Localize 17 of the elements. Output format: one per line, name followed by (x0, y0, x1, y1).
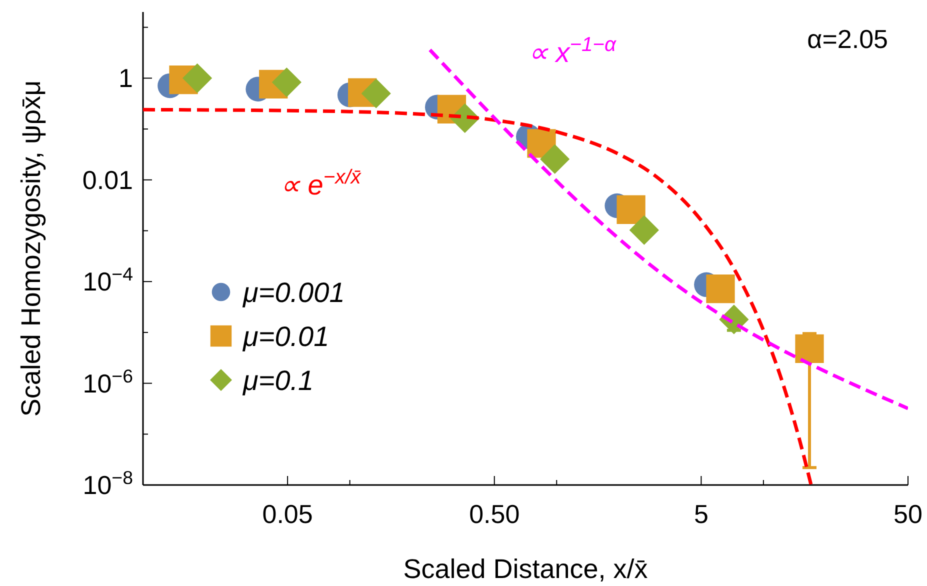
x-axis-title: Scaled Distance, x/x̄ (403, 554, 648, 584)
series-label: ∝ e$^{−x/x̄}$ (280, 166, 362, 201)
y-tick-label: 10$^{−8}$ (82, 466, 133, 500)
y-tick-label: 10$^{−4}$ (82, 263, 133, 297)
x-tick-label: 5 (694, 499, 708, 529)
y-tick-label: 0.01 (82, 164, 133, 195)
annotation: α=2.05 (807, 24, 888, 54)
legend-label: μ=0.001 (242, 277, 345, 308)
y-axis-title: Scaled Homozygosity, ψρx̄μ (16, 80, 46, 417)
y-tick-label: 1 (118, 63, 133, 94)
legend-label: μ=0.01 (242, 321, 330, 352)
x-tick-label: 0.50 (469, 499, 520, 529)
text: ∝ x$^{−1−α}$ (528, 34, 616, 68)
legend-label: μ=0.1 (242, 365, 314, 396)
x-tick-label: 0.05 (262, 499, 313, 529)
x-tick-label: 50 (894, 499, 922, 529)
y-tick-label: 10$^{−6}$ (82, 364, 133, 398)
